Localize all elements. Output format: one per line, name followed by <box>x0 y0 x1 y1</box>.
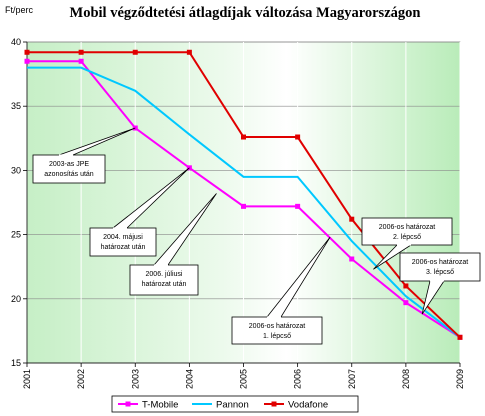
callout-box <box>231 316 323 345</box>
legend: T-Mobile Pannon Vodafone <box>111 395 359 413</box>
legend-box <box>111 395 359 413</box>
annotation-text: 2006-os határozat <box>249 323 305 330</box>
callout-box <box>129 264 199 296</box>
annotation-callouts: 2003-as JPE azonosítás után 2004. májusi ha… <box>32 127 481 345</box>
data-point <box>132 49 138 55</box>
annotation-text: határozat után <box>101 244 146 251</box>
data-point <box>295 203 301 209</box>
y-tick-label: 25 <box>11 230 21 240</box>
x-tick-label: 2009 <box>455 369 465 389</box>
series-lines <box>24 49 463 340</box>
annotation-text: 1. lépcső <box>263 333 291 340</box>
callout-box <box>361 217 453 246</box>
x-tick-label: 2007 <box>347 369 357 389</box>
annotation-text: 2004. májusi <box>103 234 143 241</box>
x-tick-label: 2002 <box>76 369 86 389</box>
legend-marker <box>125 401 131 407</box>
legend-label: Pannon <box>216 400 249 411</box>
annotation-text: 2. lépcső <box>393 234 421 241</box>
x-tick-label: 2005 <box>239 369 249 389</box>
annotation-text: 3. lépcső <box>426 269 454 276</box>
data-point <box>24 58 30 64</box>
data-point <box>349 216 355 222</box>
annotation-callout: 2003-as JPE azonosítás után <box>32 127 136 184</box>
axes: 15 20 25 30 35 40 2001 2002 2003 2004 2005 2006 2007… <box>11 37 465 389</box>
x-tick-label: 2004 <box>184 369 194 389</box>
data-point <box>403 300 409 306</box>
annotation-text: 2006-os határozat <box>379 224 435 231</box>
annotation-callout: 2006. júliusi határozat után <box>129 193 217 296</box>
annotation-text: 2003-as JPE <box>49 161 89 168</box>
x-tick-label: 2001 <box>22 369 32 389</box>
annotation-text: azonosítás után <box>44 171 94 178</box>
legend-label: T-Mobile <box>142 400 178 411</box>
legend-label: Vodafone <box>288 400 328 411</box>
data-point <box>186 49 192 55</box>
data-point <box>241 134 246 140</box>
callout-box <box>399 252 481 282</box>
callout-box <box>89 227 157 257</box>
y-tick-label: 20 <box>11 294 21 304</box>
y-axis-unit-label: Ft/perc <box>5 5 34 15</box>
y-tick-label: 35 <box>11 101 21 111</box>
x-tick-label: 2003 <box>130 369 140 389</box>
annotation-callout: 2006-os határozat 1. lépcső <box>231 236 331 345</box>
annotation-text: 2006-os határozat <box>412 259 468 266</box>
data-point <box>241 203 246 209</box>
data-point <box>24 49 30 55</box>
annotation-callout: 2006-os határozat 2. lépcső <box>361 217 453 270</box>
callout-box <box>32 154 106 184</box>
x-tick-label: 2008 <box>401 369 411 389</box>
x-tick-label: 2006 <box>293 369 303 389</box>
y-tick-label: 15 <box>11 358 21 368</box>
annotation-text: 2006. júliusi <box>146 271 183 278</box>
data-point <box>403 283 409 289</box>
y-tick-label: 30 <box>11 165 21 175</box>
data-point <box>349 256 355 262</box>
data-point <box>78 58 84 64</box>
data-point <box>457 334 463 340</box>
legend-marker <box>271 401 277 407</box>
annotation-callout: 2006-os határozat 3. lépcső <box>399 252 481 315</box>
y-tick-label: 40 <box>11 37 21 47</box>
annotation-callout: 2004. májusi határozat után <box>89 167 190 257</box>
annotation-text: határozat után <box>142 281 187 288</box>
series-line-pannon <box>27 66 461 339</box>
data-point <box>78 49 84 55</box>
data-point <box>295 134 301 140</box>
chart-title: Mobil végződtetési átlagdíjak változása … <box>70 5 421 21</box>
